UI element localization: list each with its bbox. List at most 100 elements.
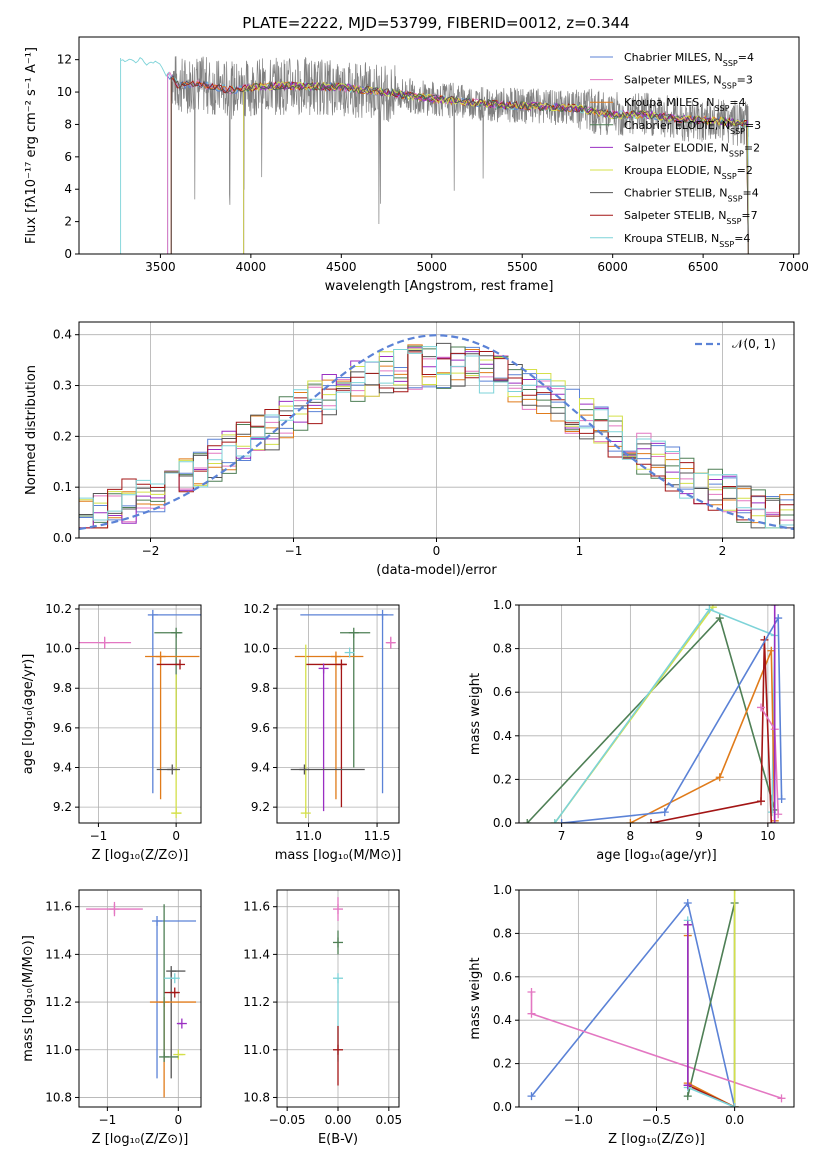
x-tick-label: 8 (627, 829, 635, 843)
x-axis-label: (data-model)/error (376, 563, 497, 578)
model-spectrum-line (170, 75, 749, 254)
y-tick-label: 0.2 (53, 429, 72, 443)
panel-spectrum: 3500 4000 4500 5000 5500 6000 6500 7000 0 2 4 6 8 10 1… (24, 36, 809, 294)
y-tick-label: 10.2 (45, 602, 72, 616)
plot-area-mass-vs-Z (79, 890, 201, 1107)
normal-distribution-curve (79, 334, 794, 531)
y-axis-label: Flux [fλ10⁻¹⁷ erg cm⁻² s⁻¹ A⁻¹] (24, 47, 39, 244)
y-tick-label: 1.0 (493, 883, 512, 897)
weight-point-marker (550, 819, 559, 823)
y-axis-label: mass weight (468, 673, 483, 755)
y-tick-label: 11.0 (45, 1043, 72, 1057)
weight-series-line (687, 935, 735, 1107)
panel-mass-vs-ebv: −0.05 0.00 0.05 10.8 11.0 11.2 11.4 11.6 E(B-V) (243, 889, 402, 1147)
y-tick-label: 9.2 (53, 800, 72, 814)
weight-point-marker (527, 1092, 536, 1101)
weight-point-marker (705, 605, 714, 614)
weight-point-marker (774, 614, 783, 623)
plot-area-weight-vs-Z (519, 890, 794, 1107)
weight-point-marker (757, 703, 765, 712)
legend-entry: 𝒩(0, 1) (732, 337, 776, 351)
plot-frame (78, 889, 202, 1108)
x-tick-label: 1 (576, 544, 584, 558)
y-tick-label: 10.0 (45, 642, 72, 656)
x-axis-label: Z [log₁₀(Z/Z⊙)] (92, 848, 189, 863)
x-axis-label: E(B-V) (318, 1132, 358, 1147)
legend-entry: Kroupa MILES, NSSP=4 (624, 96, 746, 113)
y-tick-label: 12 (57, 53, 72, 67)
y-axis-label: mass weight (468, 957, 483, 1039)
x-tick-label: 10 (760, 829, 775, 843)
weight-point-marker (730, 1103, 739, 1107)
weight-point-marker (523, 819, 532, 823)
x-tick-label: 9 (695, 829, 703, 843)
y-tick-label: 4 (64, 182, 72, 196)
x-tick-label: −1 (90, 829, 108, 843)
x-tick-label: −0.5 (642, 1113, 671, 1127)
x-tick-label: −2 (142, 544, 160, 558)
y-tick-label: 11.4 (45, 947, 72, 961)
weight-point-marker (557, 819, 566, 823)
x-axis-label: mass [log₁₀(M/M⊙)] (275, 848, 402, 863)
x-tick-label: −1 (99, 1113, 117, 1127)
y-tick-label: 6 (64, 150, 72, 164)
figure-title: PLATE=2222, MJD=53799, FIBERID=0012, z=0… (242, 14, 629, 32)
x-axis-label: age [log₁₀(age/yr)] (596, 848, 717, 863)
y-tick-label: 0.4 (53, 328, 72, 342)
legend-entry: Kroupa ELODIE, NSSP=2 (624, 164, 753, 181)
x-tick-label: 4500 (326, 260, 357, 274)
y-tick-label: 10.8 (45, 1090, 72, 1104)
panel-residuals: −2 −1 0 1 2 0.0 0.1 0.2 0.3 0.4 (data-model)/error… (24, 321, 795, 578)
y-tick-label: 0.0 (53, 531, 72, 545)
x-axis-label: wavelength [Angstrom, rest frame] (325, 279, 554, 294)
weight-point-marker (660, 808, 669, 817)
x-tick-label: 6500 (688, 260, 719, 274)
weight-point-marker (647, 819, 655, 823)
weight-series-line (630, 650, 776, 823)
y-tick-label: 11.2 (243, 995, 270, 1009)
panel-mass-vs-Z: −1 0 10.8 11.0 11.2 11.4 11.6 Z [log₁₀(Z/Z⊙)] ma… (21, 889, 202, 1147)
y-tick-label: 0.8 (493, 642, 512, 656)
y-tick-label: 0.6 (493, 685, 512, 699)
weight-point-marker (777, 1094, 786, 1103)
y-tick-label: 0.1 (53, 480, 72, 494)
plot-area-age-vs-Z (79, 605, 201, 823)
plot-area-weight-vs-age (519, 605, 794, 823)
y-tick-label: 0.0 (493, 1100, 512, 1114)
panel-weight-vs-age: 7 8 9 10 0.0 0.2 0.4 0.6 0.8 1.0 age [log₁₀(age/yr… (468, 598, 795, 863)
weight-point-marker (626, 819, 635, 823)
model-spectrum-line (120, 56, 749, 254)
weight-point-marker (770, 605, 779, 609)
y-tick-label: 11.6 (45, 900, 72, 914)
weight-point-marker (715, 773, 724, 782)
x-tick-label: 3500 (145, 260, 176, 274)
y-tick-label: 0.8 (493, 926, 512, 940)
plot-area-residuals (79, 322, 794, 538)
y-tick-label: 0.4 (493, 1013, 512, 1027)
plot-frame (276, 604, 400, 824)
y-tick-label: 9.6 (53, 721, 72, 735)
weight-point-marker (757, 797, 765, 806)
x-tick-label: 2 (719, 544, 727, 558)
x-tick-label: 4000 (236, 260, 267, 274)
x-tick-label: 5500 (507, 260, 538, 274)
y-tick-label: 0.3 (53, 379, 72, 393)
legend-entry: Salpeter MILES, NSSP=3 (624, 74, 753, 91)
x-axis-label: Z [log₁₀(Z/Z⊙)] (608, 1132, 705, 1147)
weight-point-marker (683, 920, 692, 929)
y-tick-label: 11.4 (243, 947, 270, 961)
y-tick-label: 10 (57, 85, 72, 99)
weight-point-marker (527, 987, 536, 996)
legend-entry: Chabrier MILES, NSSP=4 (624, 51, 754, 68)
plot-area-mass-vs-ebv (277, 890, 399, 1107)
x-tick-label: 0 (174, 1113, 182, 1127)
x-tick-label: 11.5 (364, 829, 391, 843)
y-tick-label: 11.0 (243, 1043, 270, 1057)
x-tick-label: 5000 (416, 260, 447, 274)
weight-point-marker (683, 1081, 692, 1090)
plot-frame (78, 321, 795, 539)
weight-point-marker (715, 614, 724, 623)
legend-entry: Salpeter STELIB, NSSP=7 (624, 209, 758, 226)
x-tick-label: −1 (285, 544, 303, 558)
y-tick-label: 0.6 (493, 970, 512, 984)
